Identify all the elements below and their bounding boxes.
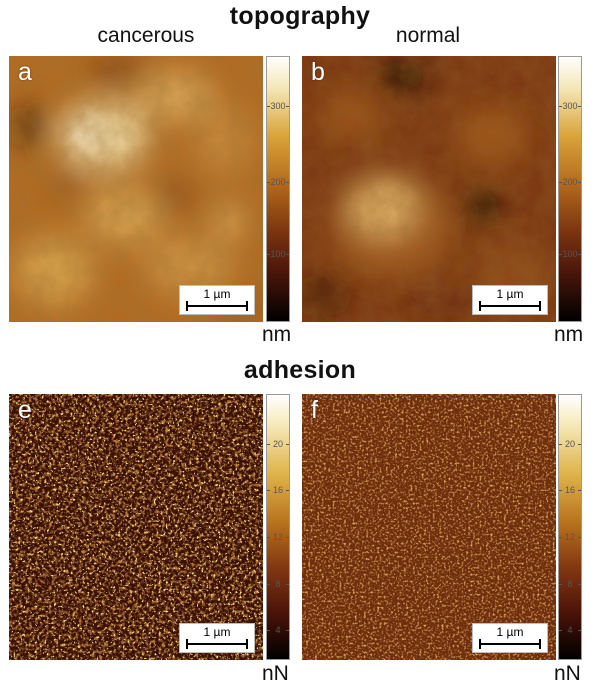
adhesion-unit-left: nN: [262, 662, 289, 685]
scale-bar-line: [479, 639, 541, 649]
panel-label-f: f: [311, 396, 318, 424]
adhesion-unit-right: nN: [554, 662, 581, 685]
topography-colorbar-left: 300 200 100: [266, 56, 290, 322]
scale-bar: 1 µm: [179, 285, 255, 315]
panel-label-a: a: [18, 58, 32, 86]
adhesion-texture: [302, 394, 556, 660]
scale-bar: 1 µm: [179, 623, 255, 653]
adhesion-image-cancerous: e 1 µm: [9, 394, 263, 660]
scale-bar-label: 1 µm: [203, 287, 231, 301]
colorbar-tick: 16: [559, 485, 581, 495]
colorbar-tick: 200: [559, 177, 581, 187]
colorbar-tick: 8: [559, 579, 581, 589]
scale-bar: 1 µm: [472, 285, 548, 315]
adhesion-texture: [9, 394, 263, 660]
column-title-normal: normal: [395, 24, 461, 47]
topography-colorbar-right: 300 200 100: [558, 56, 582, 322]
colorbar-tick: 200: [267, 177, 289, 187]
colorbar-tick: 16: [267, 485, 289, 495]
colorbar-tick: 20: [267, 439, 289, 449]
panel-label-b: b: [311, 58, 325, 86]
adhesion-colorbar-right: 20 16 12 8 4: [558, 394, 582, 660]
scale-bar-label: 1 µm: [203, 625, 231, 639]
topography-image-cancerous: a 1 µm: [9, 56, 263, 322]
scale-bar: 1 µm: [472, 623, 548, 653]
colorbar-tick: 4: [267, 625, 289, 635]
colorbar-tick: 12: [559, 532, 581, 542]
topography-unit-left: nm: [262, 323, 292, 346]
scale-bar-label: 1 µm: [496, 287, 524, 301]
colorbar-tick: 4: [559, 625, 581, 635]
colorbar-tick: 300: [559, 101, 581, 111]
topography-heading: topography: [229, 2, 371, 30]
topography-unit-right: nm: [554, 323, 584, 346]
topography-texture: [302, 56, 556, 322]
topography-image-normal: b 1 µm: [302, 56, 556, 322]
scale-bar-line: [186, 639, 248, 649]
adhesion-image-normal: f 1 µm: [302, 394, 556, 660]
colorbar-tick: 8: [267, 579, 289, 589]
colorbar-tick: 100: [267, 249, 289, 259]
scale-bar-line: [186, 301, 248, 311]
adhesion-heading: adhesion: [243, 356, 357, 384]
colorbar-tick: 12: [267, 532, 289, 542]
colorbar-tick: 20: [559, 439, 581, 449]
adhesion-colorbar-left: 20 16 12 8 4: [266, 394, 290, 660]
scale-bar-line: [479, 301, 541, 311]
colorbar-tick: 300: [267, 101, 289, 111]
panel-label-e: e: [18, 396, 32, 424]
colorbar-tick: 100: [559, 249, 581, 259]
column-title-cancerous: cancerous: [97, 24, 195, 47]
topography-texture: [9, 56, 263, 322]
scale-bar-label: 1 µm: [496, 625, 524, 639]
